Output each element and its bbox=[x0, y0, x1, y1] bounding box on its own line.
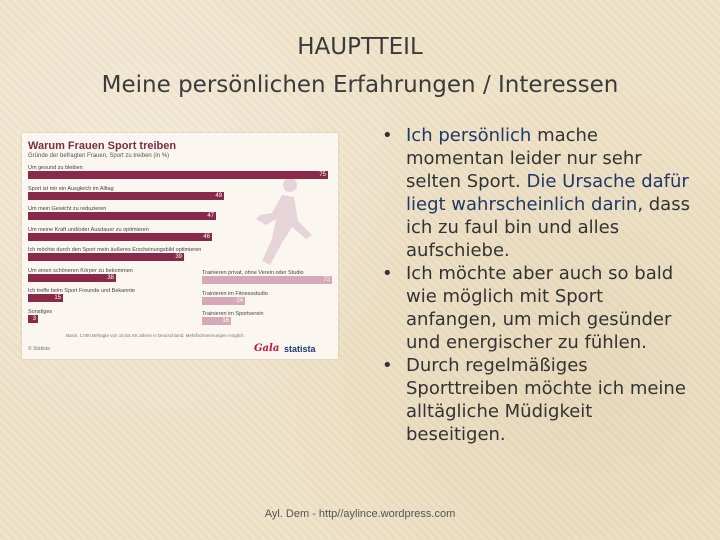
bar-value: 75 bbox=[319, 172, 326, 178]
bar-label: Trainieren im Fitnessstudio bbox=[202, 290, 268, 297]
bar-label: Ich treffe beim Sport Freunde und Bekann… bbox=[28, 288, 135, 294]
slide-footer: Ayl. Dem - http//aylince.wordpress.com bbox=[264, 508, 456, 520]
bar-value: 72 bbox=[323, 277, 330, 283]
bar: 47 bbox=[28, 212, 216, 220]
bar-label: Sonstiges bbox=[28, 308, 53, 315]
bar-row-right: Trainieren privat, ohne Verein oder Stud… bbox=[202, 270, 332, 284]
bar-label: Um meine Kraft und/oder Ausdauer zu opti… bbox=[28, 226, 149, 233]
bar-label: Sport ist mir ein Ausgleich im Alltag bbox=[28, 185, 114, 192]
bar-value: 3 bbox=[32, 315, 36, 322]
bar-row-right: Trainieren im Sportverein 16 bbox=[202, 311, 332, 325]
bar-value: 47 bbox=[207, 213, 214, 219]
bar-label: Trainieren im Sportverein bbox=[202, 311, 264, 317]
bullet-item: Ich persönlich mache momentan leider nur… bbox=[372, 124, 692, 262]
slide-title-line2: Meine persönlichen Erfahrungen / Interes… bbox=[101, 72, 619, 98]
runner-silhouette-icon bbox=[256, 178, 312, 265]
infographic-subtitle: Gründe der befragten Frauen, Sport zu tr… bbox=[28, 153, 170, 159]
bar-row: Um einen schöneren Körper zu bekommen 38 bbox=[28, 268, 133, 282]
bullet-highlight: Ich persönlich bbox=[406, 125, 532, 146]
bar-row: Um mein Gewicht zu reduzieren 47 bbox=[28, 206, 216, 220]
infographic-image: Warum Frauen Sport treiben Gründe der be… bbox=[22, 133, 338, 359]
slide-title-line1: HAUPTTEIL bbox=[297, 34, 423, 60]
bar-value: 16 bbox=[222, 318, 229, 324]
bullet-item: Ich möchte aber auch so bald wie möglich… bbox=[372, 262, 692, 354]
bar-row-right: Trainieren im Fitnessstudio 24 bbox=[202, 291, 332, 305]
bar-value: 15 bbox=[54, 295, 61, 301]
bullet-highlight: Die Ursache dafür liegt wahrscheinlich d… bbox=[406, 171, 689, 215]
bar-value: 49 bbox=[215, 192, 222, 199]
bar: 46 bbox=[28, 232, 212, 241]
bar: 15 bbox=[28, 294, 63, 302]
bullet-list: Ich persönlich mache momentan leider nur… bbox=[372, 124, 692, 446]
bar-row: Sport ist mir ein Ausgleich im Alltag 49 bbox=[28, 186, 224, 200]
bar: 49 bbox=[28, 191, 224, 200]
infographic-title: Warum Frauen Sport treiben bbox=[28, 140, 177, 152]
bar-row: Sonstiges 3 bbox=[28, 309, 52, 323]
bar-label: Um einen schöneren Körper zu bekommen bbox=[28, 267, 133, 274]
bullet-text: mache momentan leider nur sehr selten Sp… bbox=[406, 125, 642, 192]
bar: 38 bbox=[28, 273, 116, 282]
bar-label: Um mein Gewicht zu reduzieren bbox=[28, 206, 107, 212]
bar: 75 bbox=[28, 171, 328, 179]
bar-label: Trainieren privat, ohne Verein oder Stud… bbox=[202, 270, 304, 276]
infographic-note: Basis: 1.000 Befragte von 16 bis 59 Jahr… bbox=[66, 333, 244, 338]
bar: 16 bbox=[202, 317, 231, 325]
bullet-text: , dass ich zu faul bin und alles aufschi… bbox=[406, 194, 690, 261]
gala-logo: Gala bbox=[254, 343, 280, 354]
bar: 24 bbox=[202, 296, 245, 305]
bar-value: 46 bbox=[203, 233, 210, 240]
bar-value: 38 bbox=[107, 274, 114, 281]
bar: 72 bbox=[202, 276, 332, 284]
bar-value: 39 bbox=[175, 254, 182, 260]
bar: 39 bbox=[28, 253, 184, 261]
bar-value: 24 bbox=[236, 297, 243, 304]
bar-row: Ich möchte durch den Sport mein äußeres … bbox=[28, 247, 201, 261]
bar-label: Ich möchte durch den Sport mein äußeres … bbox=[28, 247, 202, 253]
bar-row: Um meine Kraft und/oder Ausdauer zu opti… bbox=[28, 227, 212, 241]
bar-row: Um gesund zu bleiben 75 bbox=[28, 165, 328, 179]
bullet-item: Durch regelmäßiges Sporttreiben möchte i… bbox=[372, 354, 692, 446]
bar: 3 bbox=[28, 314, 38, 323]
statista-logo: statista bbox=[284, 344, 316, 354]
bar-label: Um gesund zu bleiben bbox=[28, 165, 83, 171]
infographic-copyright: © Statista bbox=[28, 346, 50, 352]
bar-row: Ich treffe beim Sport Freunde und Bekann… bbox=[28, 288, 135, 302]
